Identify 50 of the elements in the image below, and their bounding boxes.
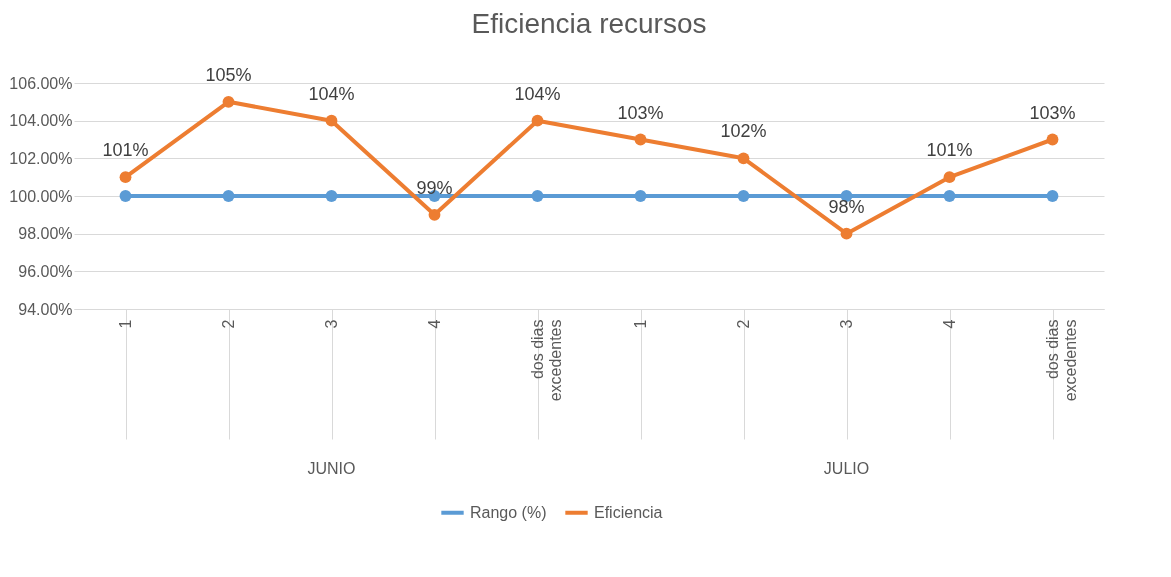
x-tick-label: 3 [323,319,340,329]
point [737,152,750,165]
x-tick-label: 1 [117,319,134,329]
data-label: 101% [102,140,149,161]
point [119,190,132,202]
y-tick-label: 98.00% [18,225,73,243]
point [222,95,235,108]
data-label: 103% [1029,102,1076,123]
point [428,208,441,221]
chart-title: Eficiencia recursos [471,7,707,39]
x-tick-label: 2 [735,319,752,329]
x-tick-label: dos dias excedentes [529,319,564,402]
data-label: 99% [416,177,453,198]
point [634,133,647,146]
data-label: 102% [720,121,767,142]
point [943,171,956,184]
point [531,190,544,202]
y-tick-label: 94.00% [18,300,73,318]
data-label: 104% [308,83,355,104]
x-tick-label: 2 [220,319,237,329]
point [737,190,750,202]
point [1046,133,1059,146]
point [325,190,338,202]
y-tick-label: 96.00% [18,262,73,280]
legend-label: Eficiencia [594,503,663,521]
y-tick-label: 106.00% [9,74,73,92]
point [634,190,647,202]
text: JULIO [823,460,870,477]
point [119,171,132,184]
x-tick-label: 4 [426,319,443,329]
data-label: 103% [617,102,664,123]
x-tick-label: 4 [941,319,958,329]
y-tick-label: 104.00% [9,112,73,130]
data-label: 101% [926,140,973,161]
x-tick-label: 1 [632,319,649,329]
point [531,114,544,127]
point [943,190,956,202]
point [222,190,235,202]
data-label: 105% [205,64,252,85]
point [1046,190,1059,202]
data-label: 104% [514,83,561,104]
point [840,227,853,240]
x-tick-label: 3 [838,319,855,329]
y-tick-label: 100.00% [9,187,73,205]
y-tick-label: 102.00% [9,149,73,167]
text: JUNIO [307,460,356,477]
data-label: 98% [828,196,865,217]
x-tick-label: dos dias excedentes [1044,319,1079,402]
legend-label: Rango (%) [470,503,547,521]
point [325,114,338,127]
